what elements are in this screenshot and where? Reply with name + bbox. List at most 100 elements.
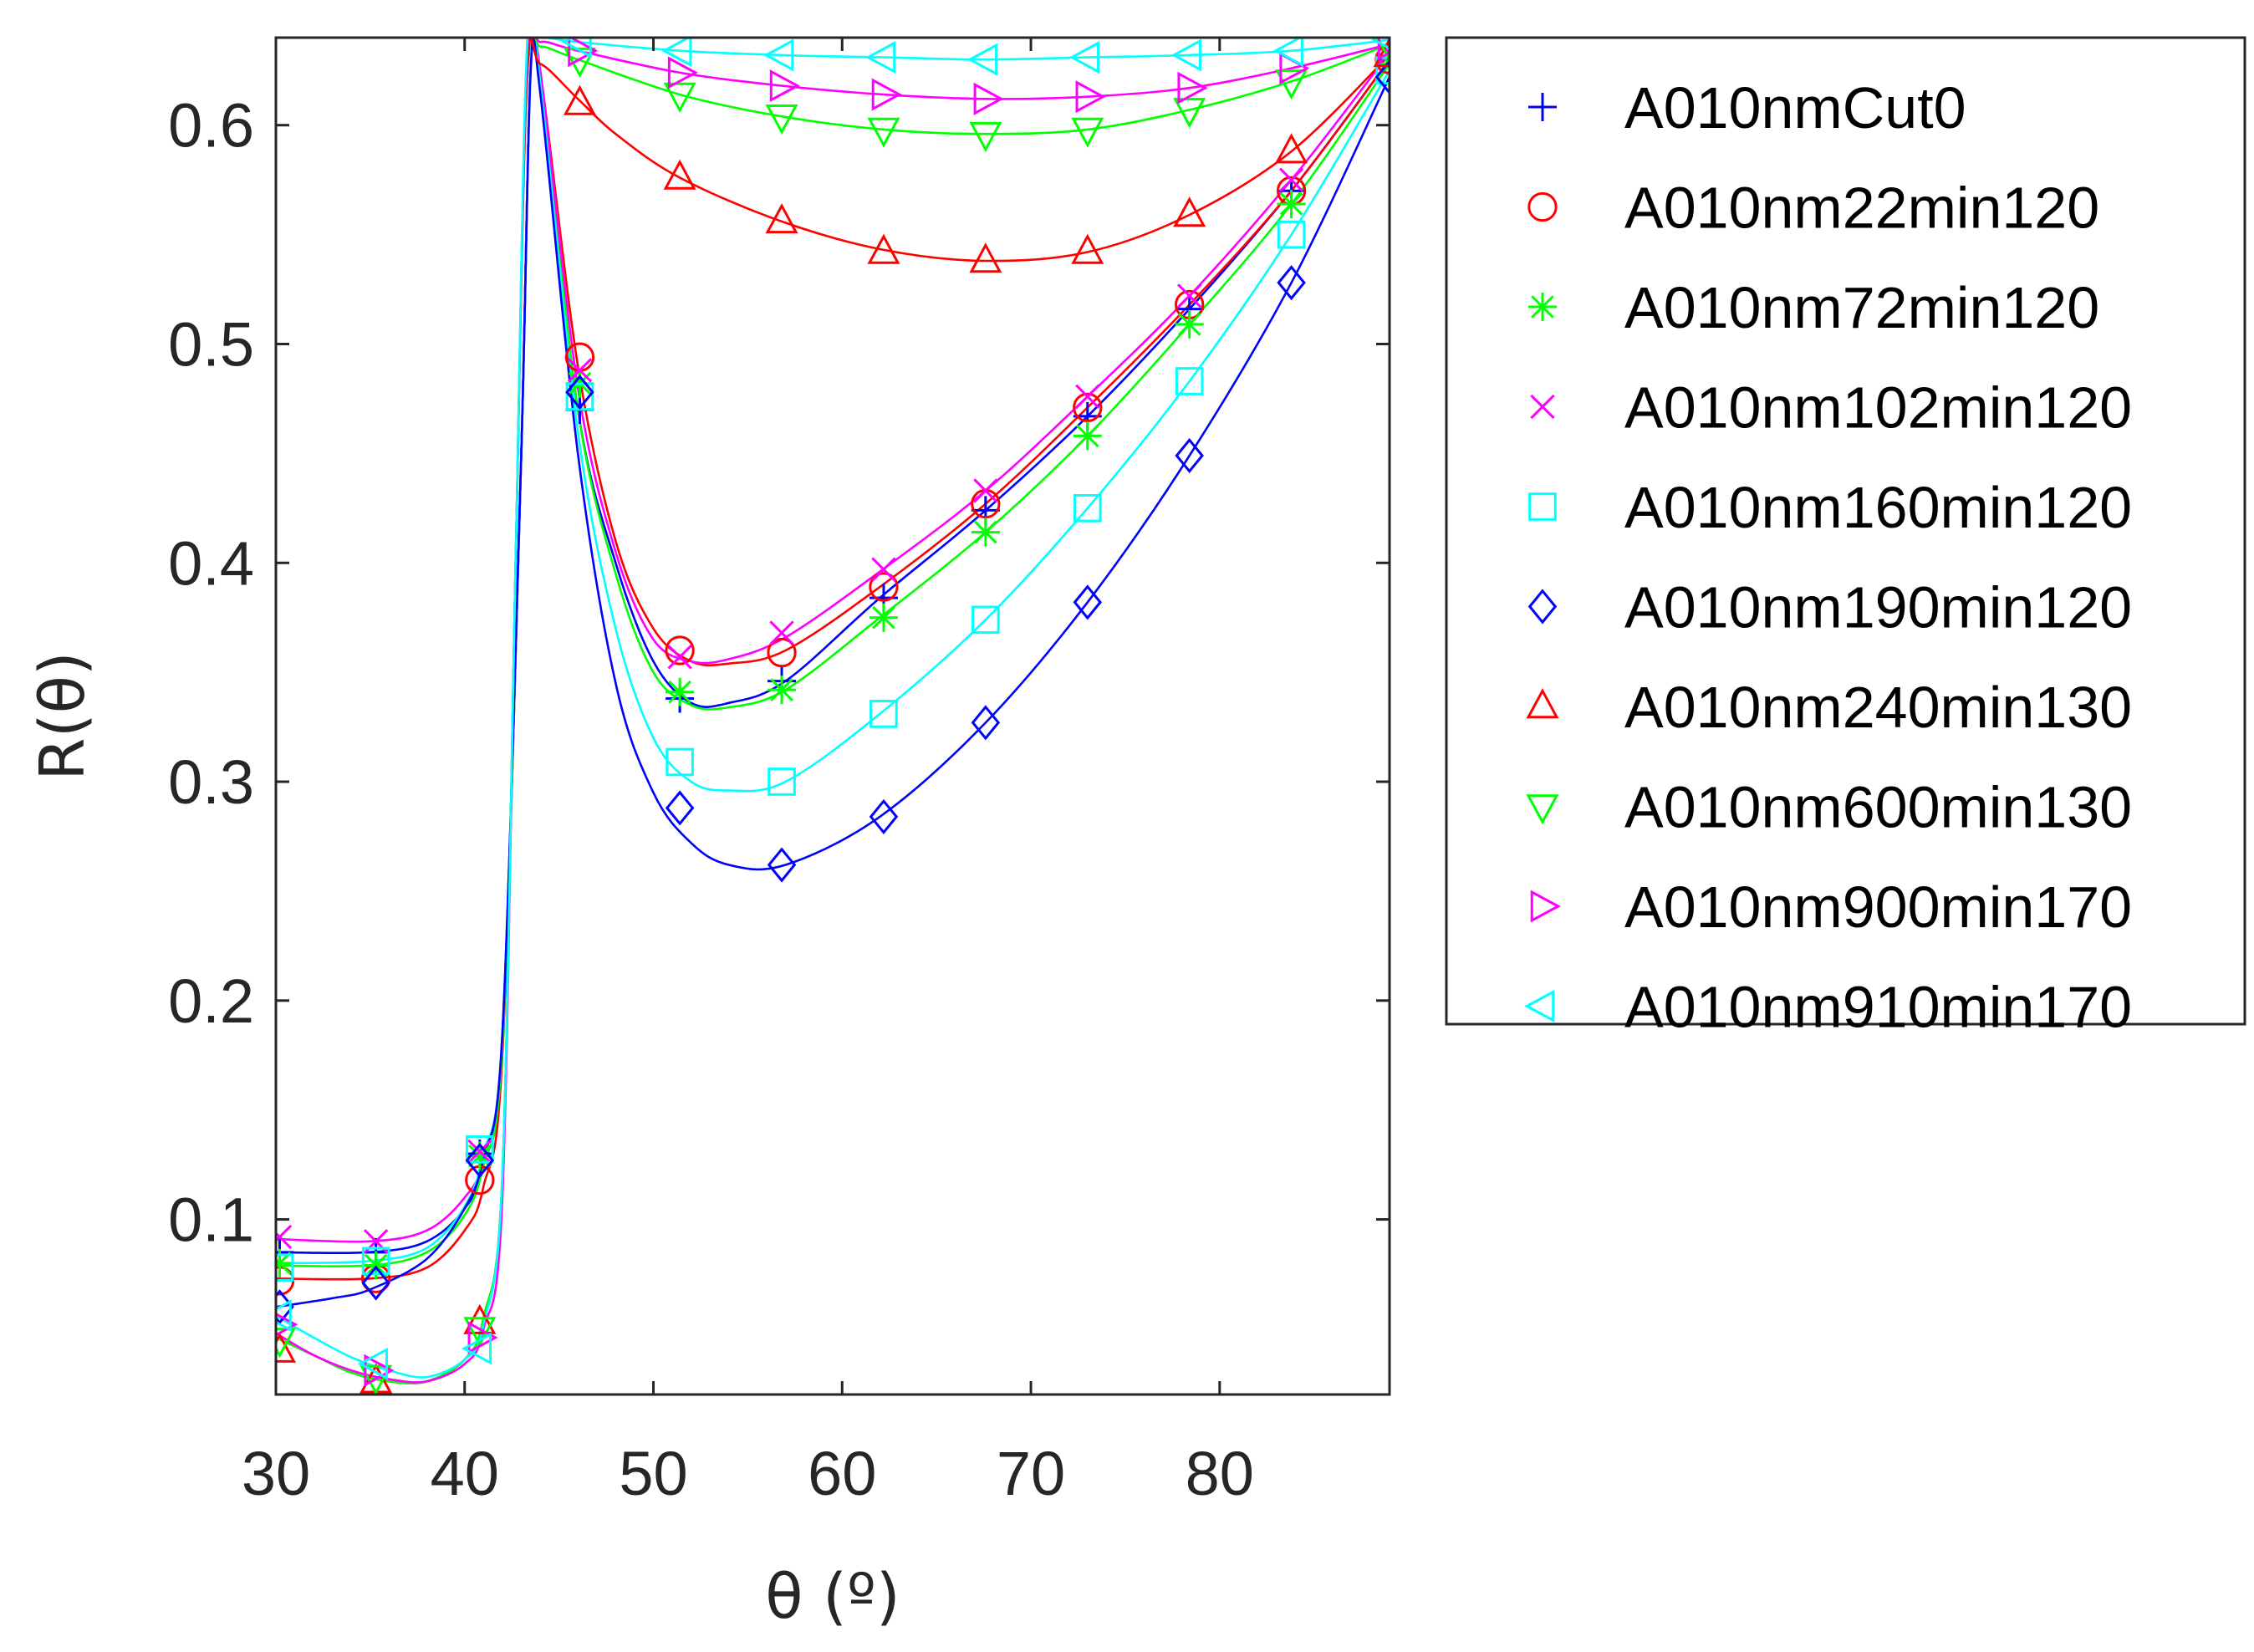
data-point-marker — [865, 41, 896, 74]
data-point-marker — [667, 645, 692, 670]
data-point-marker — [364, 1354, 395, 1387]
legend-marker — [1528, 492, 1557, 521]
data-point-marker — [1371, 38, 1390, 50]
data-point-marker — [869, 603, 898, 632]
x-tick-label: 50 — [619, 1439, 687, 1508]
data-point-marker — [869, 798, 899, 834]
legend-item: A010nm190min120 — [1527, 575, 2132, 640]
data-point-marker — [769, 69, 800, 103]
data-point-marker — [276, 1328, 297, 1359]
data-point-marker — [563, 84, 596, 115]
data-point-marker — [665, 635, 695, 665]
plot-area: 30 40 50 60 70 80 0.1 0.2 0.3 0.4 0.5 0.6 — [168, 36, 1391, 1508]
data-point-marker — [767, 767, 796, 796]
legend-marker — [1526, 688, 1559, 719]
data-point-marker — [767, 676, 797, 705]
data-point-marker — [276, 1299, 292, 1333]
markers-A010nm910min170 — [276, 38, 1390, 1380]
data-point-marker — [973, 82, 1004, 115]
legend: A010nmCut0 A010nm22min120 A010nm72min120 A0… — [1445, 36, 2246, 1040]
legend-item: A010nm72min120 — [1528, 275, 2099, 340]
data-point-marker — [276, 1332, 297, 1363]
data-point-marker — [360, 1364, 393, 1395]
data-point-marker — [465, 1142, 495, 1178]
legend-item: A010nm600min130 — [1526, 775, 2132, 840]
legend-marker — [1527, 589, 1558, 625]
legend-marker — [1528, 93, 1557, 121]
y-tick-label: 0.5 — [168, 309, 254, 379]
legend-item: A010nm160min120 — [1528, 475, 2132, 540]
legend-marker — [1528, 293, 1557, 321]
legend-label: A010nm240min130 — [1624, 675, 2132, 740]
legend-box — [1445, 36, 2246, 1026]
data-point-marker — [1075, 80, 1106, 114]
data-point-marker — [1073, 584, 1103, 620]
data-point-marker — [1275, 133, 1308, 164]
data-point-marker — [565, 375, 594, 410]
data-point-marker — [971, 605, 1000, 635]
x-tick-label: 40 — [431, 1439, 499, 1508]
y-axis-label: R(θ) — [27, 651, 99, 780]
legend-label: A010nm910min170 — [1624, 975, 2132, 1040]
legend-label: A010nm160min120 — [1624, 475, 2132, 540]
data-point-marker — [661, 38, 692, 68]
x-axis-ticks: 30 40 50 60 70 80 — [242, 38, 1254, 1508]
data-point-marker — [769, 620, 794, 645]
y-axis-ticks: 0.1 0.2 0.3 0.4 0.5 0.6 — [168, 91, 1390, 1255]
data-point-marker — [867, 233, 900, 264]
data-point-marker — [1175, 309, 1204, 339]
data-point-marker — [971, 518, 1000, 547]
data-point-marker — [969, 242, 1002, 273]
data-point-marker — [465, 1141, 494, 1170]
data-point-marker — [969, 121, 1002, 153]
data-point-marker — [1373, 38, 1390, 68]
data-point-marker — [1173, 196, 1206, 227]
data-point-marker — [1377, 38, 1390, 61]
legend-label: A010nm22min120 — [1624, 176, 2099, 241]
data-point-marker — [665, 790, 695, 826]
data-point-marker — [763, 38, 794, 72]
legend-item: A010nm900min170 — [1530, 874, 2132, 940]
data-point-marker — [1374, 59, 1390, 95]
data-point-marker — [765, 104, 798, 135]
data-point-marker — [276, 1253, 294, 1282]
data-point-marker — [1177, 283, 1202, 308]
data-point-marker — [869, 572, 899, 602]
markers-A010nm160min120 — [276, 56, 1390, 1282]
markers-A010nm600min130 — [276, 38, 1390, 1395]
legend-label: A010nmCut0 — [1624, 75, 1966, 140]
data-point-marker — [867, 117, 900, 148]
legend-marker — [1530, 890, 1561, 923]
markers-A010nm900min170 — [276, 38, 1390, 1387]
data-point-marker — [461, 1332, 492, 1365]
y-tick-label: 0.4 — [168, 528, 254, 598]
legend-item: A010nmCut0 — [1528, 75, 1966, 140]
legend-item: A010nm22min120 — [1527, 176, 2099, 241]
data-point-marker — [561, 38, 592, 59]
data-point-marker — [767, 847, 797, 883]
data-point-marker — [767, 637, 797, 668]
y-tick-label: 0.6 — [168, 91, 254, 161]
data-point-marker — [567, 358, 593, 383]
data-point-marker — [276, 1248, 294, 1277]
data-point-marker — [871, 557, 896, 582]
legend-label: A010nm72min120 — [1624, 275, 2099, 340]
data-point-marker — [1073, 392, 1103, 423]
data-point-marker — [967, 43, 998, 76]
data-point-marker — [663, 82, 696, 113]
legend-label: A010nm102min120 — [1624, 375, 2132, 441]
data-point-marker — [971, 705, 1001, 741]
legend-marker — [1524, 989, 1555, 1023]
data-point-marker — [665, 677, 695, 706]
data-point-marker — [1173, 98, 1206, 129]
data-point-marker — [1375, 38, 1390, 63]
y-tick-label: 0.2 — [168, 966, 254, 1036]
data-point-marker — [1068, 41, 1100, 74]
x-tick-label: 80 — [1186, 1439, 1254, 1508]
data-point-marker — [463, 1303, 497, 1334]
legend-marker — [1527, 191, 1558, 222]
x-axis-label: θ (º) — [765, 1561, 900, 1633]
data-point-marker — [1272, 38, 1303, 68]
plot-background — [276, 38, 1390, 1395]
data-point-marker — [1277, 220, 1306, 249]
